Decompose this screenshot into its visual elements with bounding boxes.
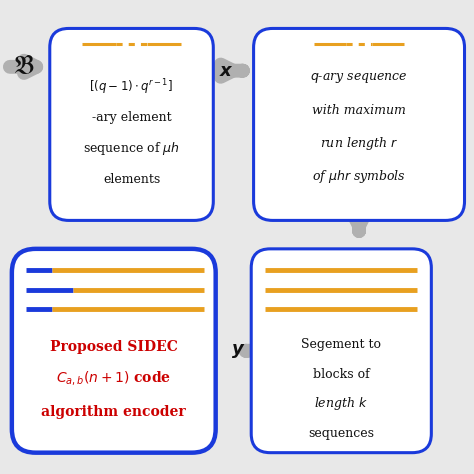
FancyBboxPatch shape	[251, 249, 431, 453]
Text: $q$-ary sequence: $q$-ary sequence	[310, 72, 408, 85]
Text: sequence of $\mu h$: sequence of $\mu h$	[83, 140, 180, 157]
Text: $\mathfrak{B}$: $\mathfrak{B}$	[13, 55, 35, 79]
Text: length $k$: length $k$	[314, 395, 368, 412]
Text: elements: elements	[103, 173, 160, 186]
FancyBboxPatch shape	[12, 249, 216, 453]
Text: $\boldsymbol{y}$: $\boldsymbol{y}$	[231, 342, 245, 360]
Text: sequences: sequences	[308, 427, 374, 440]
FancyBboxPatch shape	[254, 28, 465, 220]
Text: $\boldsymbol{x}$: $\boldsymbol{x}$	[219, 62, 234, 80]
Text: Proposed SIDEC: Proposed SIDEC	[50, 340, 178, 354]
Text: run length $r$: run length $r$	[320, 135, 398, 152]
Text: of $\mu hr$ symbols: of $\mu hr$ symbols	[312, 168, 406, 185]
Text: blocks of: blocks of	[313, 368, 370, 381]
Text: $C_{a,b}(n+1)$ code: $C_{a,b}(n+1)$ code	[56, 369, 171, 387]
FancyBboxPatch shape	[50, 28, 213, 220]
Text: with maximum: with maximum	[312, 104, 406, 118]
Text: $[(q-1)\cdot q^{r-1}]$: $[(q-1)\cdot q^{r-1}]$	[90, 77, 173, 97]
Text: algorithm encoder: algorithm encoder	[41, 405, 186, 419]
Text: -ary element: -ary element	[92, 111, 171, 124]
Text: Segement to: Segement to	[301, 338, 381, 351]
